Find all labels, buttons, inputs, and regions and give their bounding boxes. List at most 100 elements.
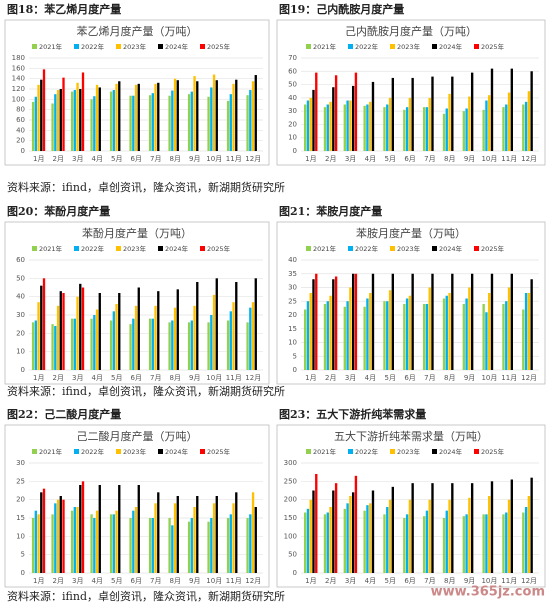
bar — [451, 76, 454, 151]
legend-label: 2022年 — [81, 244, 105, 253]
bar — [54, 326, 57, 370]
bar — [371, 490, 375, 573]
bar — [315, 474, 318, 573]
x-tick-label: 12月 — [521, 577, 537, 585]
source-note: 资料来源：ifind，卓创资讯，隆众资讯，新湖期货研究所 — [7, 589, 285, 603]
bar — [482, 514, 485, 573]
bar — [137, 83, 140, 151]
bar — [309, 499, 312, 573]
bar — [246, 95, 249, 151]
bar — [157, 492, 160, 573]
x-tick-label: 6月 — [131, 155, 142, 163]
bar — [118, 485, 121, 573]
bar — [90, 99, 93, 151]
bar — [445, 510, 448, 573]
x-tick-label: 1月 — [33, 155, 44, 163]
bar — [42, 488, 46, 573]
bar — [326, 512, 329, 573]
bar — [249, 307, 252, 370]
bar — [349, 287, 352, 370]
chart-title: 五大下游折纯苯需求量（万吨） — [334, 429, 488, 443]
bar — [312, 89, 315, 151]
bar — [42, 278, 46, 370]
bar — [405, 298, 409, 370]
bar — [507, 499, 511, 573]
legend-swatch — [200, 44, 205, 49]
bar — [462, 304, 466, 370]
bar — [79, 485, 82, 573]
bar — [229, 514, 232, 573]
x-tick-label: 3月 — [72, 374, 83, 382]
x-tick-label: 6月 — [131, 374, 142, 382]
x-tick-label: 12月 — [521, 155, 537, 163]
bar — [151, 518, 154, 573]
bar — [93, 315, 96, 370]
bar — [51, 103, 54, 151]
x-tick-label: 5月 — [111, 577, 122, 585]
bar — [332, 279, 335, 370]
bar — [59, 89, 62, 151]
bar — [190, 91, 193, 151]
bar — [251, 302, 255, 370]
bar — [482, 304, 485, 370]
bar — [351, 273, 355, 370]
chart-title: 苯乙烯月度产量（万吨） — [77, 24, 198, 38]
y-tick-label: 100 — [12, 95, 25, 103]
bar — [148, 518, 152, 573]
bar — [306, 508, 310, 573]
bar — [371, 273, 375, 370]
bar — [98, 485, 101, 573]
legend-label: 2022年 — [81, 447, 105, 456]
bar — [51, 514, 54, 573]
bar — [309, 97, 312, 151]
bar — [34, 96, 37, 151]
x-tick-label: 11月 — [226, 374, 242, 382]
x-tick-label: 11月 — [501, 155, 517, 163]
bar — [408, 499, 412, 573]
bar — [354, 273, 358, 370]
bar — [40, 285, 43, 370]
y-tick-label: 200 — [284, 496, 297, 504]
bar — [207, 322, 210, 370]
chart-title: 苯酚月度产量（万吨） — [82, 226, 192, 240]
legend-swatch — [390, 449, 395, 454]
x-tick-label: 1月 — [305, 374, 316, 382]
legend-label: 2021年 — [313, 244, 337, 253]
bar — [109, 91, 113, 151]
bar — [215, 278, 218, 370]
legend-label: 2023年 — [397, 42, 421, 51]
legend-swatch — [32, 449, 37, 454]
x-tick-label: 11月 — [226, 155, 242, 163]
bar — [54, 503, 57, 573]
bar — [42, 69, 46, 151]
y-tick-label: 60 — [288, 67, 297, 75]
legend-label: 2024年 — [439, 447, 463, 456]
chart-title: 己二酸月度产量（万吨） — [77, 429, 198, 443]
bar — [502, 304, 505, 370]
bar — [405, 107, 409, 151]
bar — [505, 301, 508, 370]
bar — [386, 507, 389, 573]
bar — [226, 100, 230, 151]
legend-swatch — [74, 246, 79, 251]
x-tick-label: 2月 — [325, 374, 336, 382]
y-tick-label: 15 — [288, 325, 297, 333]
bar — [81, 72, 85, 151]
y-tick-label: 20 — [16, 137, 25, 145]
x-tick-label: 8月 — [444, 374, 455, 382]
x-tick-label: 9月 — [464, 155, 475, 163]
bar — [465, 514, 468, 573]
bar — [346, 100, 349, 151]
bar — [254, 507, 257, 573]
bar — [369, 101, 372, 151]
bar — [391, 273, 394, 370]
bar — [428, 499, 431, 573]
bar — [490, 481, 494, 573]
bar — [510, 479, 513, 573]
bar — [386, 104, 389, 151]
y-tick-label: 5 — [21, 551, 25, 559]
bar — [79, 89, 82, 151]
bar — [451, 483, 454, 573]
legend-swatch — [432, 246, 437, 251]
bar — [251, 492, 255, 573]
